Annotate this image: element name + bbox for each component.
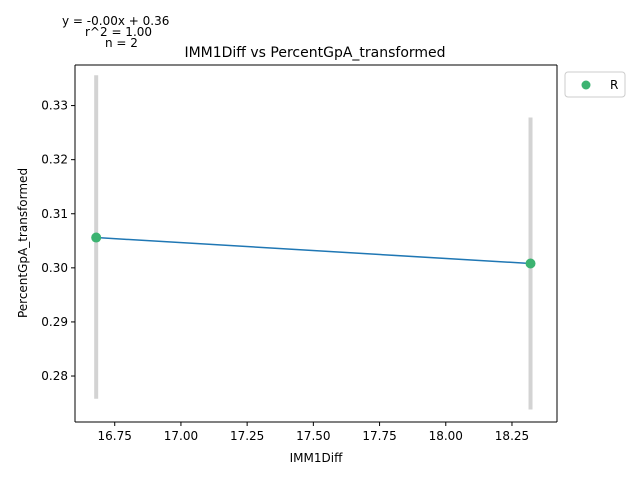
fit-line xyxy=(96,236,531,265)
y-tick-label: 0.31 xyxy=(41,207,68,221)
chart-title: IMM1Diff vs PercentGpA_transformed xyxy=(184,45,445,61)
x-axis-ticks: 16.75 17.00 17.25 17.50 17.75 18.00 18.25 xyxy=(98,422,529,443)
x-tick-label: 17.75 xyxy=(362,429,396,443)
r-squared-annotation: r^2 = 1.00 xyxy=(85,25,152,39)
x-tick-label: 16.75 xyxy=(98,429,132,443)
legend: R xyxy=(564,71,626,98)
y-tick-label: 0.33 xyxy=(41,99,68,113)
x-tick-label: 17.00 xyxy=(164,429,198,443)
y-tick-label: 0.28 xyxy=(41,369,68,383)
x-tick-label: 17.25 xyxy=(230,429,264,443)
fit-equation-annotation: y = -0.00x + 0.36 xyxy=(62,14,169,28)
x-tick-label: 17.50 xyxy=(296,429,330,443)
y-axis-label: PercentGpA_transformed xyxy=(16,168,30,318)
data-points xyxy=(91,232,536,269)
legend-box xyxy=(564,71,626,98)
legend-marker xyxy=(581,80,591,90)
axes-frame xyxy=(74,64,558,423)
y-axis-ticks: 0.28 0.29 0.30 0.31 0.32 0.33 xyxy=(41,99,75,383)
x-axis-label: IMM1Diff xyxy=(290,451,343,465)
data-point xyxy=(91,232,102,243)
legend-label: R xyxy=(610,78,618,92)
x-tick-label: 18.25 xyxy=(495,429,529,443)
data-point xyxy=(525,258,536,269)
y-tick-label: 0.32 xyxy=(41,153,68,167)
y-tick-label: 0.30 xyxy=(41,261,68,275)
y-tick-label: 0.29 xyxy=(41,315,68,329)
x-tick-label: 18.00 xyxy=(429,429,463,443)
sample-count-annotation: n = 2 xyxy=(105,36,138,50)
fit-line-group xyxy=(96,236,531,265)
plot-area xyxy=(75,65,557,422)
